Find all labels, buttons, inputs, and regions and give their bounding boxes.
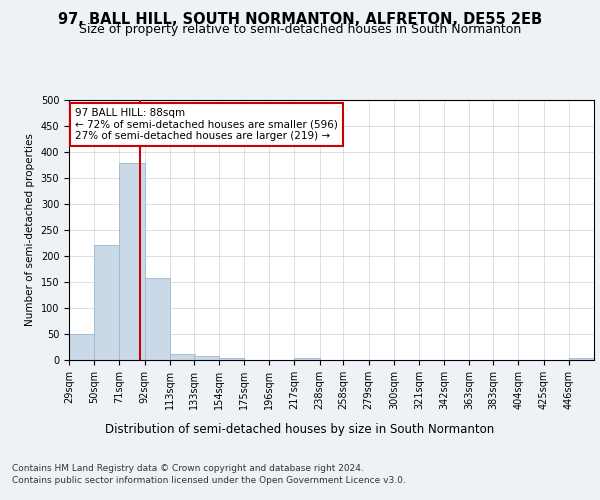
Bar <box>69 334 94 360</box>
Bar <box>94 245 119 360</box>
Bar <box>295 358 320 360</box>
Text: Distribution of semi-detached houses by size in South Normanton: Distribution of semi-detached houses by … <box>106 422 494 436</box>
Bar <box>119 163 145 360</box>
Bar <box>145 278 170 360</box>
Bar <box>569 358 594 360</box>
Text: Size of property relative to semi-detached houses in South Normanton: Size of property relative to semi-detach… <box>79 24 521 36</box>
Bar <box>170 354 195 360</box>
Text: Contains HM Land Registry data © Crown copyright and database right 2024.: Contains HM Land Registry data © Crown c… <box>12 464 364 473</box>
Text: Contains public sector information licensed under the Open Government Licence v3: Contains public sector information licen… <box>12 476 406 485</box>
Text: 97 BALL HILL: 88sqm
← 72% of semi-detached houses are smaller (596)
27% of semi-: 97 BALL HILL: 88sqm ← 72% of semi-detach… <box>76 108 338 141</box>
Y-axis label: Number of semi-detached properties: Number of semi-detached properties <box>25 134 35 326</box>
Bar <box>194 356 219 360</box>
Bar <box>219 358 244 360</box>
Text: 97, BALL HILL, SOUTH NORMANTON, ALFRETON, DE55 2EB: 97, BALL HILL, SOUTH NORMANTON, ALFRETON… <box>58 12 542 28</box>
